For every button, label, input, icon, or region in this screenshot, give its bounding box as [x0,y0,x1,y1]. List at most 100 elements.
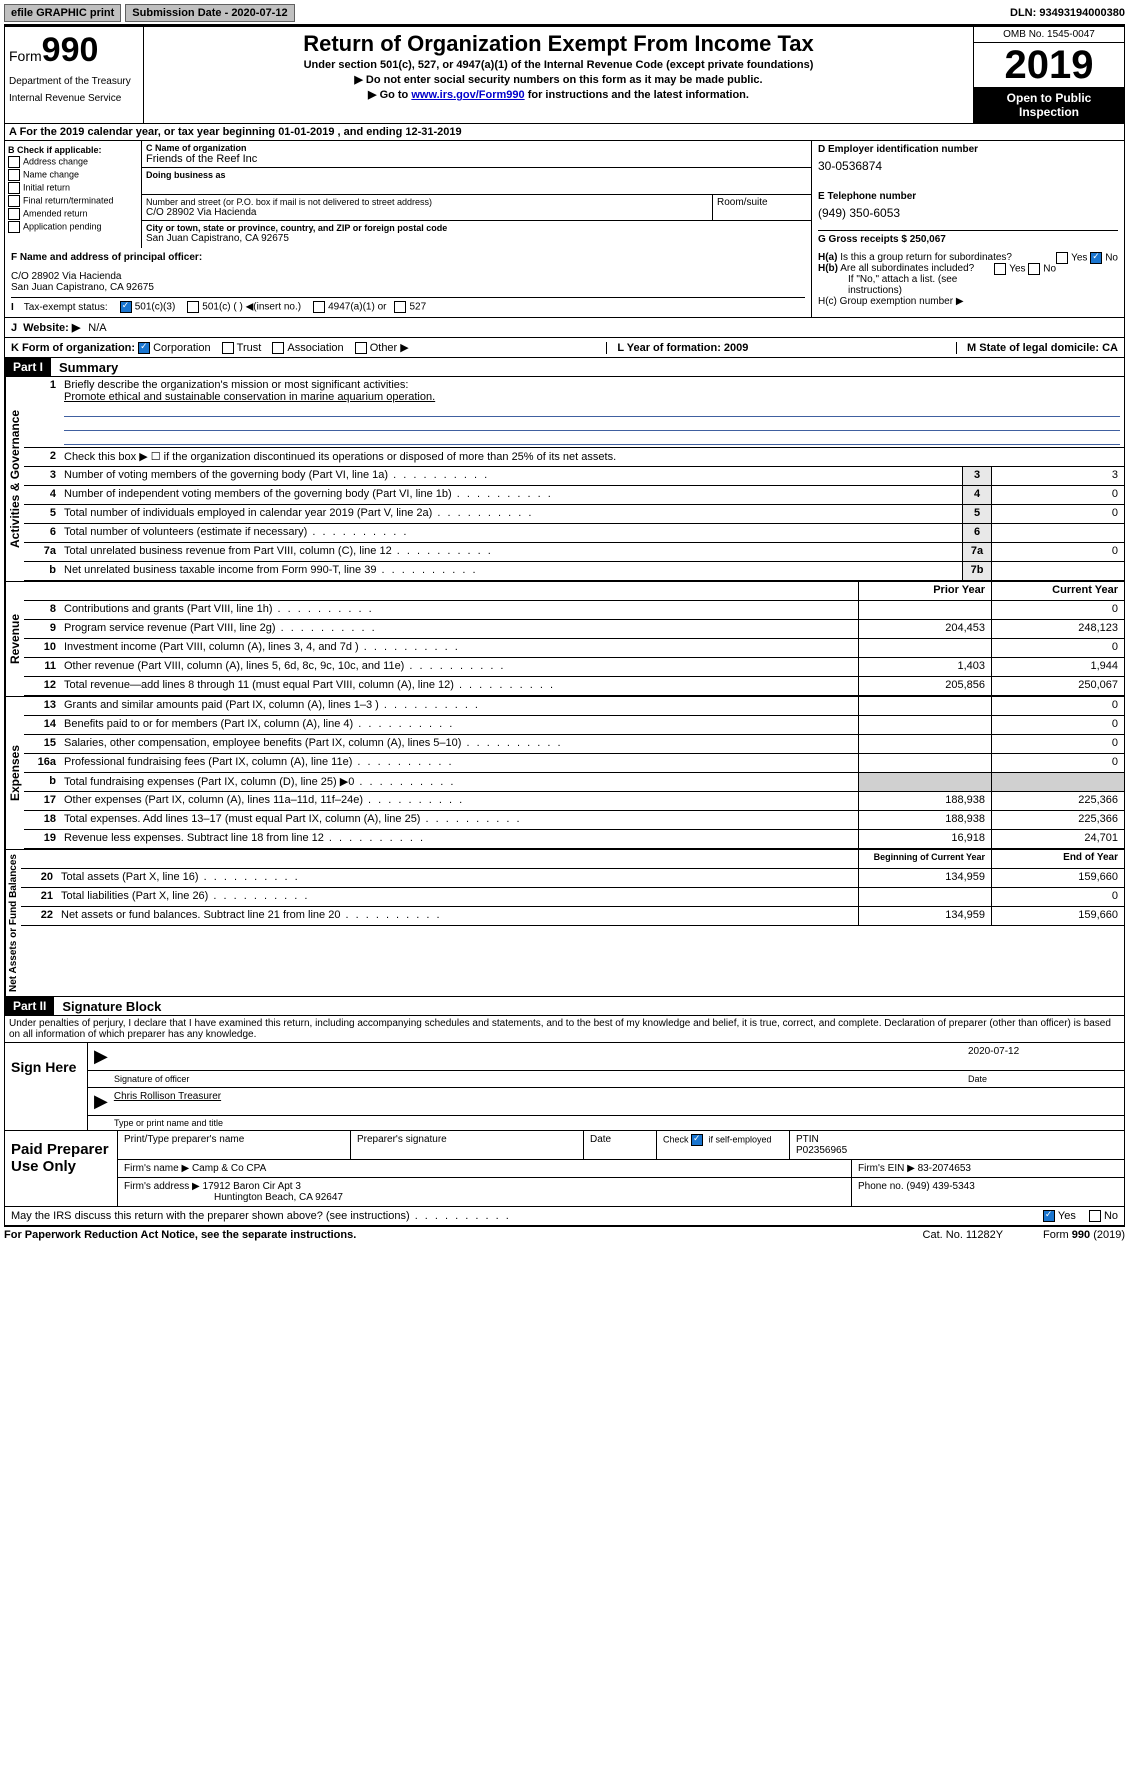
row-klm: K Form of organization: Corporation Trus… [4,338,1125,358]
cb-association[interactable] [272,342,284,354]
addr-label: Number and street (or P.O. box if mail i… [146,197,708,207]
mission-text: Promote ethical and sustainable conserva… [64,391,435,403]
cb-501c3[interactable] [120,301,132,313]
cat-no: Cat. No. 11282Y [923,1229,1004,1241]
cb-discuss-yes[interactable] [1043,1210,1055,1222]
line2-discontinued: Check this box ▶ ☐ if the organization d… [60,448,1124,466]
exp-line-14: 14Benefits paid to or for members (Part … [24,716,1124,735]
section-revenue: Revenue Prior Year Current Year 8Contrib… [4,581,1125,696]
part1-header-row: Part I Summary [4,358,1125,377]
dept-treasury: Department of the Treasury [9,76,139,87]
hb-note: If "No," attach a list. (see instruction… [818,274,1118,296]
form-number: Form990 [9,31,139,70]
vlabel-net-assets: Net Assets or Fund Balances [5,850,21,996]
cb-ha-yes[interactable] [1056,252,1068,264]
cb-hb-no[interactable] [1028,263,1040,275]
firm-addr2: Huntington Beach, CA 92647 [214,1192,343,1203]
cb-address-change[interactable] [8,156,20,168]
cb-ha-no[interactable] [1090,252,1102,264]
dba-label: Doing business as [146,170,807,180]
telephone-label: E Telephone number [818,191,1118,202]
net-line-22: 22Net assets or fund balances. Subtract … [21,907,1124,926]
exp-line-16a: 16aProfessional fundraising fees (Part I… [24,754,1124,773]
dln-label: DLN: 93493194000380 [1010,7,1125,19]
prep-date-lbl: Date [584,1131,657,1159]
cb-amended-return[interactable] [8,208,20,220]
part1-badge: Part I [5,358,51,376]
cb-discuss-no[interactable] [1089,1210,1101,1222]
block-bcd: B Check if applicable: Address change Na… [4,141,1125,248]
cb-final-return[interactable] [8,195,20,207]
section-net-assets: Net Assets or Fund Balances Beginning of… [4,849,1125,997]
cb-app-pending[interactable] [8,221,20,233]
rev-line-12: 12Total revenue—add lines 8 through 11 (… [24,677,1124,696]
vlabel-revenue: Revenue [5,582,24,696]
col-beginning-year: Beginning of Current Year [858,850,991,868]
vlabel-expenses: Expenses [5,697,24,849]
exp-line-b: bTotal fundraising expenses (Part IX, co… [24,773,1124,792]
exp-line-19: 19Revenue less expenses. Subtract line 1… [24,830,1124,849]
hc-group-exemption: H(c) Group exemption number ▶ [818,296,1118,307]
col-end-year: End of Year [991,850,1124,868]
tax-exempt-label: Tax-exempt status: [24,302,108,313]
block-fh: F Name and address of principal officer:… [4,248,1125,318]
street-address: C/O 28902 Via Hacienda [146,207,708,218]
cb-corporation[interactable] [138,342,150,354]
ptin-lbl: PTIN [796,1134,819,1145]
sign-here-label: Sign Here [5,1043,88,1130]
section-activities-governance: Activities & Governance 1 Briefly descri… [4,377,1125,581]
ein-value: 30-0536874 [818,159,1118,173]
officer-addr2: San Juan Capistrano, CA 92675 [11,282,805,293]
cb-initial-return[interactable] [8,182,20,194]
subtitle-1: Under section 501(c), 527, or 4947(a)(1)… [152,59,965,71]
sig-date: 2020-07-12 [968,1046,1118,1067]
type-name-lbl: Type or print name and title [88,1116,1124,1130]
prep-name-lbl: Print/Type preparer's name [118,1131,351,1159]
org-name-label: C Name of organization [146,143,807,153]
city-label: City or town, state or province, country… [146,223,807,233]
cb-4947[interactable] [313,301,325,313]
part2-header-row: Part II Signature Block [4,997,1125,1016]
cb-527[interactable] [394,301,406,313]
row-a-tax-year: A For the 2019 calendar year, or tax yea… [4,124,1125,141]
prep-sig-lbl: Preparer's signature [351,1131,584,1159]
instructions-link[interactable]: www.irs.gov/Form990 [411,89,524,101]
part2-badge: Part II [5,997,54,1015]
gov-line-4: 4Number of independent voting members of… [24,486,1124,505]
firm-addr1: 17912 Baron Cir Apt 3 [203,1181,301,1192]
phone-value: (949) 439-5343 [906,1181,974,1192]
firm-ein-lbl: Firm's EIN ▶ [858,1163,915,1174]
gov-line-5: 5Total number of individuals employed in… [24,505,1124,524]
rev-line-8: 8Contributions and grants (Part VIII, li… [24,601,1124,620]
room-suite-label: Room/suite [713,195,811,220]
col-current-year: Current Year [991,582,1124,600]
cb-other[interactable] [355,342,367,354]
gov-line-3: 3Number of voting members of the governi… [24,467,1124,486]
efile-button[interactable]: efile GRAPHIC print [4,4,121,22]
form-footer: Form 990 (2019) [1043,1229,1125,1241]
rev-line-10: 10Investment income (Part VIII, column (… [24,639,1124,658]
phone-lbl: Phone no. [858,1181,904,1192]
net-line-20: 20Total assets (Part X, line 16)134,9591… [21,869,1124,888]
gross-receipts: G Gross receipts $ 250,067 [818,230,1118,245]
signature-block: Sign Here ▶ 2020-07-12 Signature of offi… [4,1043,1125,1131]
cb-trust[interactable] [222,342,234,354]
cb-501c[interactable] [187,301,199,313]
form-title: Return of Organization Exempt From Incom… [152,31,965,57]
rev-line-9: 9Program service revenue (Part VIII, lin… [24,620,1124,639]
date-lbl: Date [968,1074,1118,1084]
cb-hb-yes[interactable] [994,263,1006,275]
cb-name-change[interactable] [8,169,20,181]
self-employed-check[interactable]: Check if self-employed [657,1131,790,1159]
vlabel-activities: Activities & Governance [5,377,24,581]
sig-officer-lbl: Signature of officer [114,1074,968,1084]
hb-subordinates: H(b) Are all subordinates included? Yes … [818,263,1118,274]
top-bar: efile GRAPHIC print Submission Date - 20… [4,4,1125,26]
tax-year: 2019 [974,43,1124,87]
submission-date-button[interactable]: Submission Date - 2020-07-12 [125,4,294,22]
officer-addr1: C/O 28902 Via Hacienda [11,271,805,282]
net-line-21: 21Total liabilities (Part X, line 26)0 [21,888,1124,907]
col-b-checkboxes: B Check if applicable: Address change Na… [5,141,142,248]
firm-name: Camp & Co CPA [192,1163,266,1174]
rev-line-11: 11Other revenue (Part VIII, column (A), … [24,658,1124,677]
